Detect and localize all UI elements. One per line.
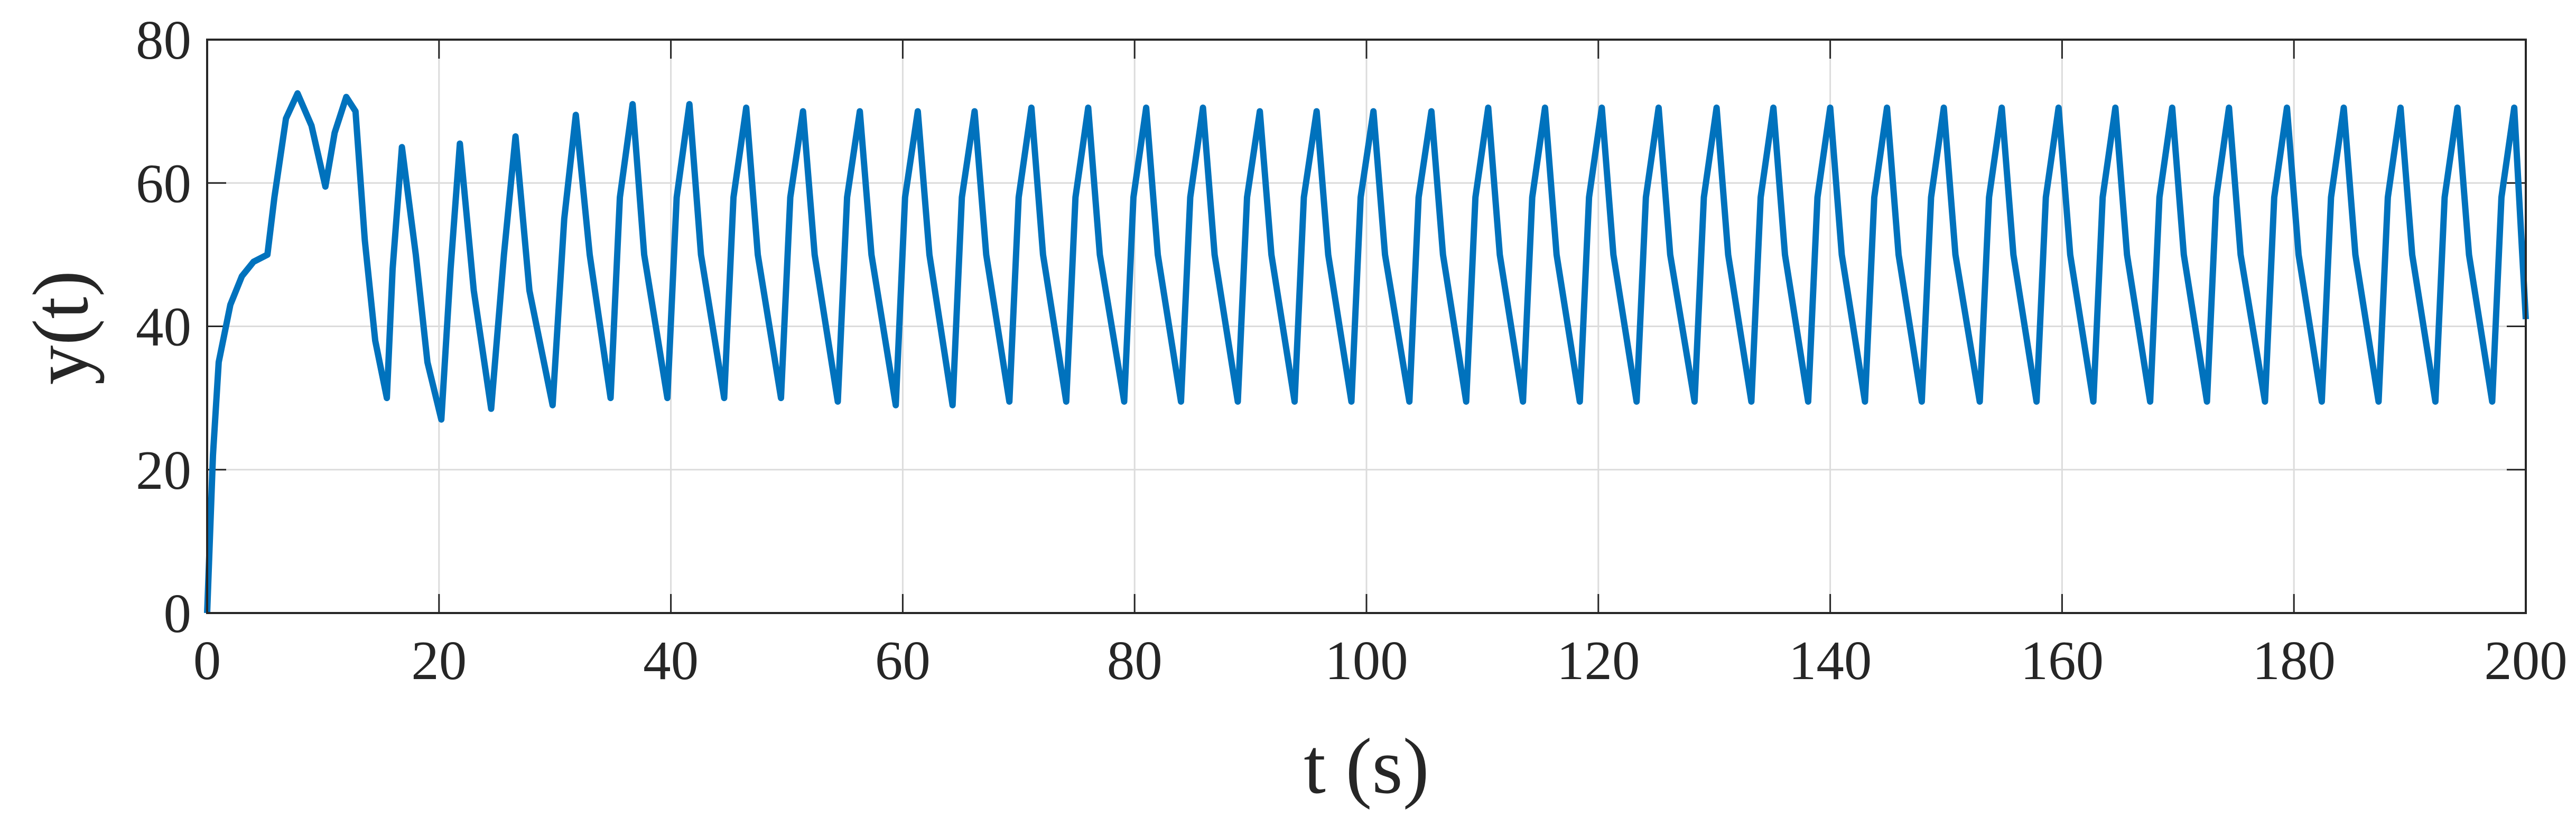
plot-frame	[206, 39, 2527, 614]
x-tick-label: 20	[411, 629, 467, 691]
x-tick-label: 120	[1557, 629, 1640, 691]
y-axis-label: y(t)	[17, 271, 105, 385]
data-line	[204, 90, 2529, 614]
x-tick-label: 0	[193, 629, 221, 691]
x-tick-label: 180	[2252, 629, 2336, 691]
x-tick-label: 80	[1107, 629, 1163, 691]
y-tick-label: 40	[136, 296, 191, 358]
x-tick-label: 160	[2021, 629, 2104, 691]
x-axis-label: t (s)	[1304, 722, 1429, 810]
x-tick-label: 200	[2484, 629, 2568, 691]
y-tick-label: 60	[136, 152, 191, 214]
x-tick-label: 140	[1789, 629, 1872, 691]
x-tick-label: 60	[875, 629, 931, 691]
y-tick-label: 20	[136, 439, 191, 501]
x-tick-label: 40	[643, 629, 699, 691]
y-tick-label: 0	[164, 582, 192, 644]
x-tick-label: 100	[1325, 629, 1408, 691]
y-tick-label: 80	[136, 9, 191, 71]
